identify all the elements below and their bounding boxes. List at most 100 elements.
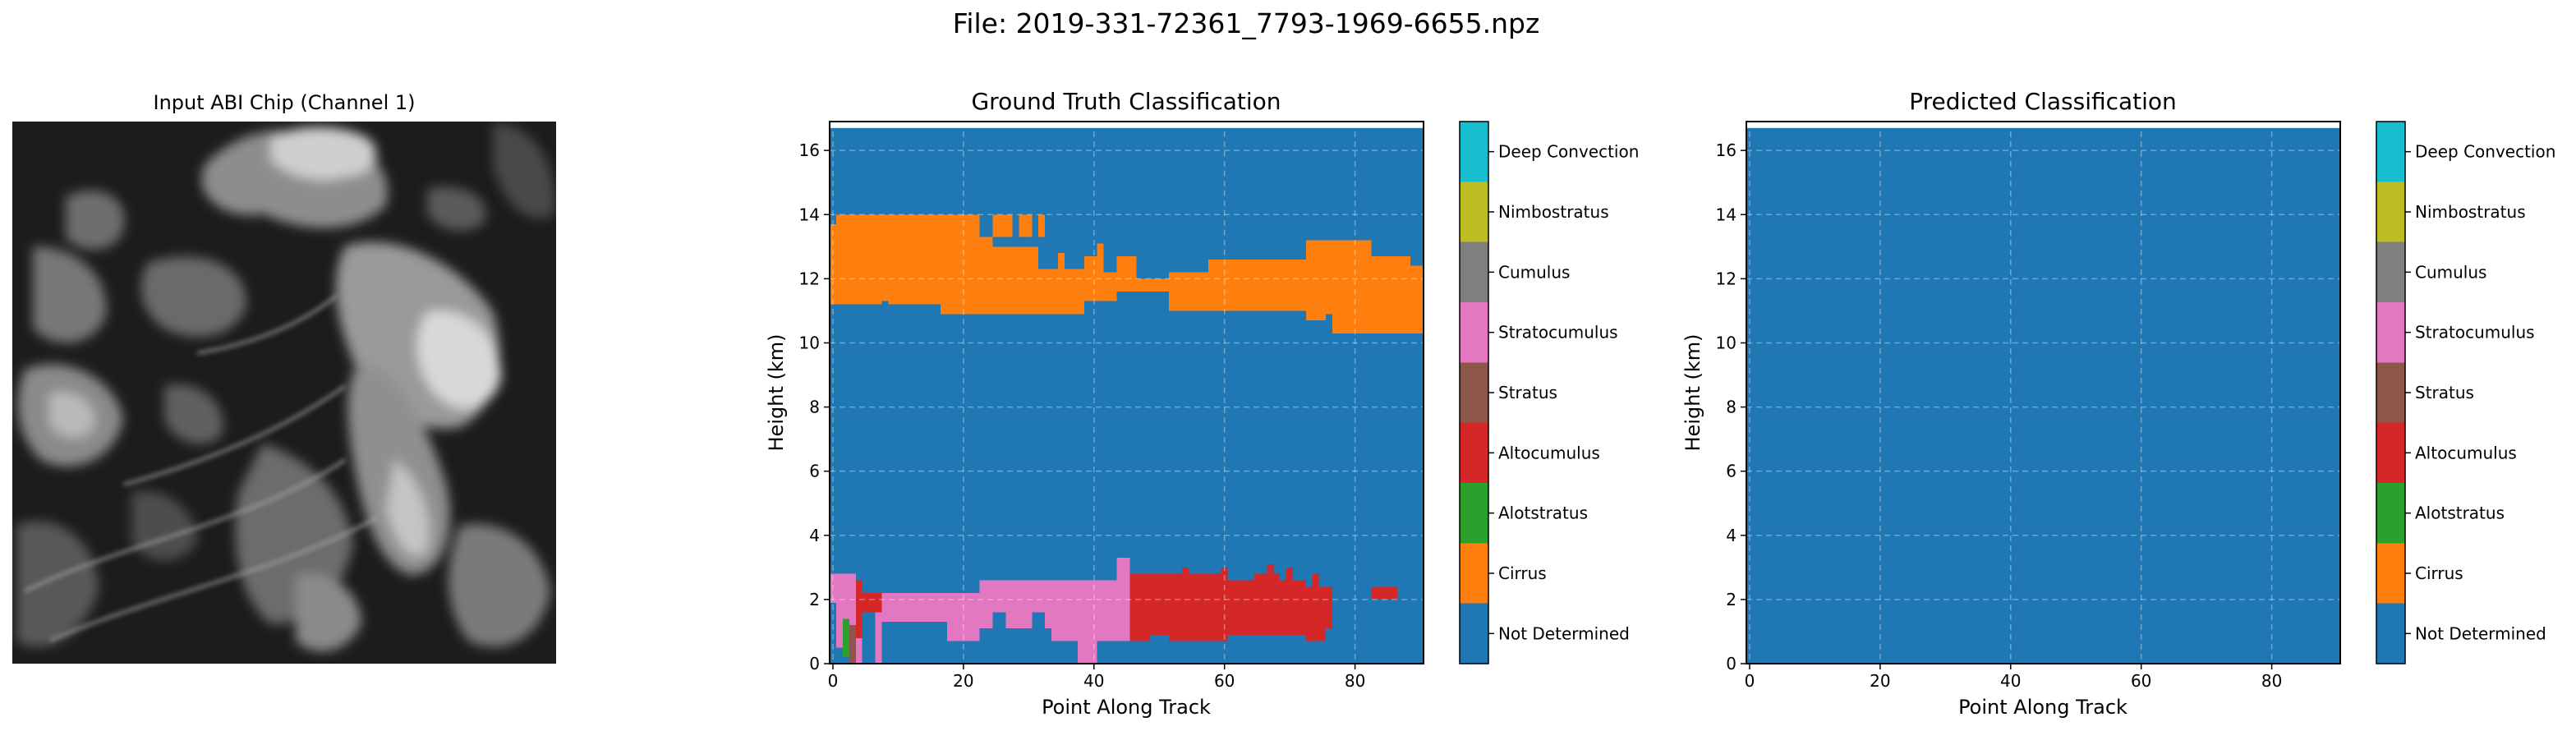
gt-cell-altocumulus: [1312, 573, 1319, 587]
gt-cell-altocumulus: [1182, 567, 1189, 581]
pr-colorbar-label: Cirrus: [2415, 563, 2463, 583]
gt-cell-cirrus: [1410, 265, 1424, 333]
gt-cell-altocumulus: [1267, 563, 1274, 581]
gt-cell-cirrus: [1083, 256, 1104, 301]
gt-colorbar-label: Cirrus: [1498, 563, 1547, 583]
gt-xtick-label: 0: [828, 671, 839, 691]
gt-colorbar-swatch: [1460, 182, 1488, 242]
pr-colorbar-swatch: [2376, 543, 2405, 604]
gt-ytick-label: 14: [799, 205, 820, 224]
gt-cell-altocumulus: [1194, 573, 1228, 641]
gt-cell-not-determined: [1325, 314, 1332, 327]
gt-cell-cirrus: [1019, 214, 1033, 237]
gt-ytick-label: 8: [809, 398, 820, 417]
pr-colorbar-swatch: [2376, 362, 2405, 423]
gt-cell-cirrus: [1116, 256, 1137, 292]
pr-colorbar-swatch: [2376, 483, 2405, 544]
pr-ytick-label: 16: [1716, 140, 1736, 160]
gt-cell-cirrus: [1208, 259, 1306, 311]
gt-colorbar-swatch: [1460, 302, 1488, 363]
pr-colorbar-label: Not Determined: [2415, 623, 2546, 643]
gt-axes: 0 20 40 60 80 0 2 4 6 8 10 12 14 16: [799, 140, 1366, 691]
gt-colorbar-swatch: [1460, 362, 1488, 423]
gt-colorbar-label: Stratocumulus: [1498, 323, 1618, 343]
gt-colorbar-swatch: [1460, 603, 1488, 664]
gt-cell-altocumulus: [1371, 586, 1398, 600]
gt-unobserved-strip: [830, 122, 1424, 128]
gt-cell-not-determined: [1318, 320, 1326, 333]
gt-colorbar-label: Nimbostratus: [1498, 202, 1609, 222]
gt-ytick-label: 10: [799, 333, 820, 352]
gt-colorbar-swatch: [1460, 122, 1488, 182]
pred-ylabel: Height (km): [1681, 334, 1704, 452]
gt-cell-not-determined: [1032, 612, 1046, 629]
gt-colorbar-swatch: [1460, 422, 1488, 483]
gt-cell-not-determined: [862, 612, 876, 664]
gt-colorbar-label: Stratus: [1498, 383, 1557, 402]
gt-cell-not-determined: [992, 612, 1006, 629]
gt-colorbar-swatch: [1460, 241, 1488, 302]
pred-plot-frame: [1746, 121, 2341, 664]
gt-cell-cirrus: [1169, 272, 1208, 311]
gt-grid: [830, 122, 1424, 664]
gt-cell-cirrus: [1305, 240, 1332, 321]
gt-colorbar-label: Alotstratus: [1498, 503, 1588, 523]
pr-ytick-label: 0: [1726, 654, 1736, 674]
gt-cell-cirrus: [1097, 243, 1104, 260]
pred-title: Predicted Classification: [1909, 88, 2177, 115]
gt-cell-altocumulus: [1129, 573, 1150, 641]
gt-cell-altocumulus: [1149, 573, 1170, 635]
gt-cell-cirrus: [881, 237, 941, 305]
pred-plot-area: [1746, 122, 2340, 664]
pred-colorbar: Not Determined Cirrus Alotstratus Altocumul…: [2376, 121, 2555, 664]
gt-xtick-label: 80: [1345, 671, 1365, 691]
pred-axes: 0 20 40 60 80 0 2 4 6 8 10 12 14 16: [1716, 140, 2283, 691]
pr-colorbar-swatch: [2376, 422, 2405, 483]
gt-cell-stratocumulus: [1077, 580, 1097, 664]
gt-ytick-label: 12: [799, 269, 820, 288]
pr-colorbar-label: Alotstratus: [2415, 503, 2505, 523]
gt-xtick-label: 40: [1083, 671, 1104, 691]
gt-cell-alotstratus: [842, 618, 849, 658]
ground-truth-panel: Ground Truth Classification 0 20 40 60 80 0 2 4…: [765, 88, 1639, 719]
gt-cell-not-determined: [881, 301, 889, 315]
input-image-panel: Input ABI Chip (Channel 1): [12, 91, 556, 664]
gt-ytick-label: 2: [809, 590, 820, 609]
pr-colorbar-label: Altocumulus: [2415, 443, 2517, 462]
gt-cell-cirrus: [1136, 278, 1170, 292]
gt-ytick-label: 16: [799, 140, 820, 160]
gt-cell-cirrus: [1103, 272, 1117, 301]
gt-cell-cirrus: [1038, 214, 1046, 237]
gt-colorbar-swatch: [1460, 483, 1488, 544]
gt-cell-stratus: [849, 625, 856, 664]
gt-cell-cirrus: [835, 214, 980, 241]
gt-ylabel: Height (km): [765, 334, 788, 452]
pr-ytick-label: 8: [1726, 398, 1736, 417]
gt-xlabel: Point Along Track: [1042, 696, 1211, 719]
gt-cell-altocumulus: [1325, 586, 1332, 629]
gt-cell-altocumulus: [1254, 573, 1281, 635]
pr-xtick-label: 60: [2131, 671, 2151, 691]
gt-cell-not-determined: [934, 622, 948, 641]
pr-colorbar-swatch: [2376, 241, 2405, 302]
pred-xlabel: Point Along Track: [1958, 696, 2128, 719]
pr-colorbar-label: Cumulus: [2415, 262, 2486, 282]
gt-cell-cirrus: [1332, 240, 1372, 333]
satellite-image: [12, 122, 556, 664]
pr-colorbar-swatch: [2376, 182, 2405, 242]
gt-cell-altocumulus: [1305, 586, 1326, 641]
gt-cell-not-determined: [830, 602, 836, 648]
gt-cell-altocumulus: [1169, 573, 1195, 641]
gt-ytick-label: 0: [809, 654, 820, 674]
gt-cell-cirrus: [1058, 253, 1065, 269]
pr-colorbar-frame: [2376, 121, 2406, 664]
gt-colorbar-label: Altocumulus: [1498, 443, 1600, 462]
gt-xtick-label: 60: [1214, 671, 1235, 691]
gt-colorbar-swatch: [1460, 543, 1488, 604]
pr-unobserved-strip: [1746, 122, 2340, 128]
gt-cell-altocumulus: [855, 580, 862, 638]
pr-colorbar-swatch: [2376, 302, 2405, 363]
gt-cell-cirrus: [1371, 256, 1411, 333]
predicted-panel: Predicted Classification 0 20 40 60 80 0 2 4 6 8 1…: [1681, 88, 2555, 719]
